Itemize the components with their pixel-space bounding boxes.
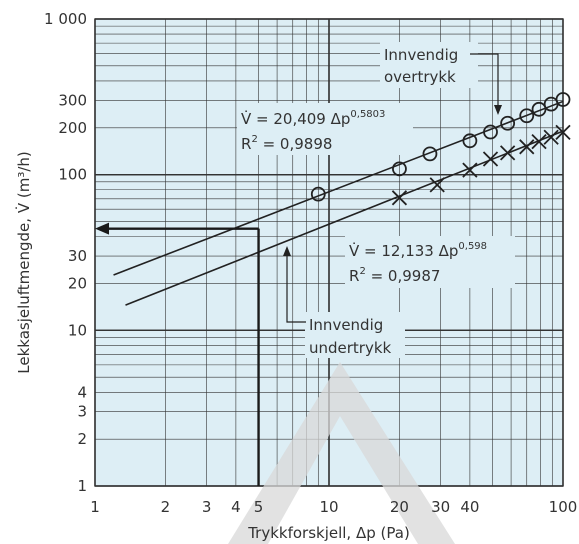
x-tick-label: 20 xyxy=(390,498,409,516)
y-tick-label: 100 xyxy=(58,166,87,184)
y-tick-label: 200 xyxy=(58,119,87,137)
y-tick-label: 20 xyxy=(68,274,87,292)
top-label-line-1: Innvendig xyxy=(384,46,458,64)
y-tick-label: 4 xyxy=(77,383,87,401)
x-tick-label: 2 xyxy=(161,498,171,516)
y-tick-label: 2 xyxy=(77,430,87,448)
x-tick-label: 4 xyxy=(231,498,241,516)
x-tick-label: 5 xyxy=(254,498,264,516)
y-axis-title: Lekkasjeluftmengde, V̇ (m³/h) xyxy=(14,151,33,373)
bottom-label-line-1: Innvendig xyxy=(309,316,383,334)
x-axis-title: Trykkforskjell, Δp (Pa) xyxy=(247,524,410,542)
x-tick-label: 1 xyxy=(90,498,100,516)
y-tick-label: 30 xyxy=(68,247,87,265)
x-tick-label: 40 xyxy=(460,498,479,516)
x-tick-label: 100 xyxy=(549,498,578,516)
y-tick-label: 3 xyxy=(77,403,87,421)
y-tick-label: 1 xyxy=(77,477,87,495)
x-tick-label: 3 xyxy=(202,498,212,516)
y-tick-label: 300 xyxy=(58,91,87,109)
top-label-line-2: overtrykk xyxy=(384,68,456,86)
y-tick-label: 10 xyxy=(68,321,87,339)
x-tick-label: 30 xyxy=(431,498,450,516)
bottom-label-line-2: undertrykk xyxy=(309,339,392,357)
y-tick-label: 1 000 xyxy=(44,10,87,28)
x-tick-label: 10 xyxy=(319,498,338,516)
